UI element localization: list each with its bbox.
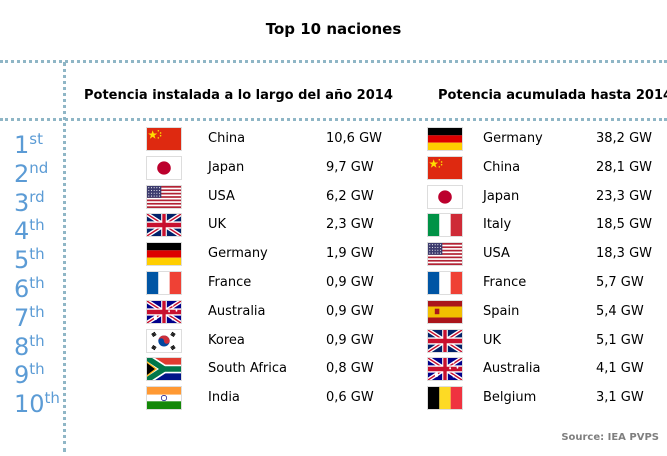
china-flag-icon	[146, 127, 182, 151]
cumulative-capacity-value: 18,5 GW	[596, 217, 653, 233]
installed-capacity-value: 6,2 GW	[326, 188, 374, 204]
italy-flag-icon	[427, 213, 463, 238]
cumulative-capacity-value: 5,1 GW	[596, 332, 644, 348]
belgium-flag-icon	[427, 386, 463, 411]
china-flag-icon	[427, 155, 463, 180]
page-title: Top 10 naciones	[265, 20, 402, 38]
cumulative-country-name: Belgium	[483, 390, 537, 406]
rank-number: 2	[14, 159, 30, 188]
germany-flag-icon	[146, 242, 182, 267]
australia-flag-icon	[427, 357, 463, 382]
rank-suffix: th	[29, 360, 45, 379]
cumulative-capacity-value: 28,1 GW	[596, 159, 653, 175]
installed-country-name: Australia	[208, 303, 266, 319]
rank-label: 10th	[14, 384, 60, 418]
japan-flag-icon	[146, 155, 182, 180]
installed-capacity-value: 0,9 GW	[326, 303, 374, 319]
south-africa-flag-icon	[146, 357, 182, 382]
rank-number: 10	[14, 390, 45, 419]
rank-label: 7th	[14, 298, 45, 332]
installed-country-name: South Africa	[208, 361, 287, 377]
rank-suffix: th	[29, 331, 45, 350]
installed-capacity-value: 10,6 GW	[326, 131, 383, 146]
india-flag-icon	[146, 386, 182, 411]
rank-number: 8	[14, 332, 30, 361]
cumulative-country-name: UK	[483, 332, 502, 348]
installed-country-name: Korea	[208, 332, 245, 348]
rank-number: 4	[14, 217, 30, 246]
cumulative-capacity-value: 38,2 GW	[596, 131, 653, 146]
rank-suffix: th	[29, 216, 45, 235]
rank-label: 6th	[14, 269, 45, 303]
spain-flag-icon	[427, 299, 463, 324]
rank-suffix: st	[29, 130, 43, 148]
cumulative-country-name: Italy	[483, 217, 512, 233]
france-flag-icon	[146, 271, 182, 295]
rank-label: 2nd	[14, 154, 48, 188]
installed-country-name: Japan	[208, 159, 245, 175]
rank-number: 7	[14, 303, 30, 332]
cumulative-capacity-value: 3,1 GW	[596, 390, 644, 406]
installed-country-name: China	[208, 131, 246, 146]
cumulative-capacity-value: 18,3 GW	[596, 246, 653, 262]
header-divider	[0, 118, 667, 121]
rank-suffix: rd	[29, 187, 45, 206]
cumulative-capacity-value: 5,7 GW	[596, 275, 644, 290]
installed-country-name: UK	[208, 217, 227, 233]
rank-suffix: nd	[29, 158, 49, 177]
cumulative-country-name: USA	[483, 246, 510, 262]
australia-flag-icon	[146, 299, 182, 324]
uk-flag-icon	[146, 213, 182, 238]
installed-capacity-value: 1,9 GW	[326, 246, 374, 262]
installed-capacity-value: 0,9 GW	[326, 275, 374, 290]
rank-label: 4th	[14, 211, 45, 245]
uk-flag-icon	[427, 328, 463, 353]
rank-label: 5th	[14, 240, 45, 274]
cumulative-capacity-value: 5,4 GW	[596, 303, 644, 319]
cumulative-country-name: China	[483, 159, 521, 175]
rank-label: 3rd	[14, 183, 45, 217]
rank-suffix: th	[29, 274, 45, 292]
korea-flag-icon	[146, 328, 182, 353]
cumulative-capacity-value: 4,1 GW	[596, 361, 644, 377]
rank-suffix: th	[29, 302, 45, 321]
installed-country-name: India	[208, 390, 240, 406]
rank-number: 5	[14, 246, 30, 275]
cumulative-country-name: France	[483, 275, 527, 290]
installed-country-name: Germany	[208, 246, 268, 262]
rank-column-divider	[63, 62, 66, 452]
usa-flag-icon	[146, 184, 182, 209]
rank-number: 1	[14, 131, 30, 159]
installed-capacity-value: 0,6 GW	[326, 390, 374, 406]
installed-capacity-value: 9,7 GW	[326, 159, 374, 175]
usa-flag-icon	[427, 242, 463, 267]
cumulative-capacity-value: 23,3 GW	[596, 188, 653, 204]
source-note: Source: IEA PVPS	[561, 432, 659, 443]
japan-flag-icon	[427, 184, 463, 209]
cumulative-country-name: Germany	[483, 131, 543, 146]
france-flag-icon	[427, 271, 463, 295]
cumulative-country-name: Australia	[483, 361, 541, 377]
cumulative-country-name: Japan	[483, 188, 520, 204]
rank-number: 9	[14, 361, 30, 390]
installed-country-name: France	[208, 275, 252, 290]
installed-capacity-value: 0,8 GW	[326, 361, 374, 377]
rank-number: 3	[14, 188, 30, 217]
germany-flag-icon	[427, 127, 463, 151]
installed-column-header: Potencia instalada a lo largo del año 20…	[84, 88, 393, 103]
rank-suffix: th	[29, 245, 45, 264]
top-divider	[0, 60, 667, 63]
rank-number: 6	[14, 275, 30, 303]
cumulative-country-name: Spain	[483, 303, 520, 319]
installed-capacity-value: 2,3 GW	[326, 217, 374, 233]
rank-label: 8th	[14, 327, 45, 361]
rank-suffix: th	[44, 389, 60, 408]
installed-capacity-value: 0,9 GW	[326, 332, 374, 348]
rank-label: 9th	[14, 355, 45, 389]
rank-label: 1st	[14, 125, 43, 159]
cumulative-column-header: Potencia acumulada hasta 2014	[438, 88, 667, 103]
installed-country-name: USA	[208, 188, 235, 204]
